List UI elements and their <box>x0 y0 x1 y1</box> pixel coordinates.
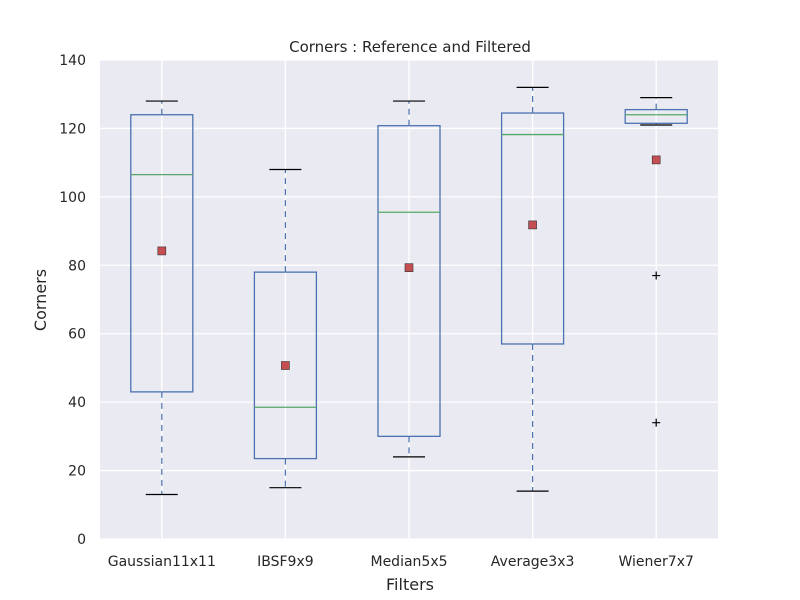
box-median5x5 <box>377 100 441 458</box>
x-tick-label: IBSF9x9 <box>257 554 314 570</box>
x-tick-label: Average3x3 <box>491 554 575 570</box>
x-tick-label: Median5x5 <box>370 554 447 570</box>
x-axis-label: Filters <box>386 575 434 594</box>
y-axis-label: Corners <box>31 269 50 331</box>
mean-marker <box>528 220 537 230</box>
y-tick-label: 100 <box>59 190 86 206</box>
y-tick-label: 20 <box>68 464 86 480</box>
y-tick-label: 0 <box>77 532 86 548</box>
flier-point <box>652 271 661 280</box>
mean-marker <box>157 246 167 256</box>
y-tick-label: 120 <box>59 121 86 137</box>
box-average3x3 <box>500 86 565 492</box>
y-tick-label: 140 <box>59 53 86 69</box>
mean-marker <box>281 361 290 370</box>
mean-marker <box>651 155 661 165</box>
tick-labels: 0 20 40 60 80 100 120 140 Gaussian11x11 IBSF9x9 Me… <box>59 53 694 570</box>
box-wiener7x7 <box>624 97 688 427</box>
x-tick-label: Gaussian11x11 <box>108 554 216 570</box>
iqr-box <box>253 271 318 460</box>
mean-marker <box>404 263 414 272</box>
chart-title: Corners : Reference and Filtered <box>289 38 531 56</box>
y-tick-label: 60 <box>68 327 86 343</box>
box-ibsf9x9 <box>253 168 318 489</box>
y-tick-label: 40 <box>68 395 86 411</box>
iqr-box <box>130 114 194 393</box>
y-tick-label: 80 <box>68 258 86 274</box>
box-gaussian11x11 <box>130 100 194 496</box>
iqr-box <box>500 112 565 345</box>
x-tick-label: Wiener7x7 <box>619 554 694 570</box>
iqr-box <box>624 108 688 124</box>
flier-point <box>652 418 661 427</box>
iqr-box <box>377 125 441 438</box>
box-series <box>130 86 688 496</box>
